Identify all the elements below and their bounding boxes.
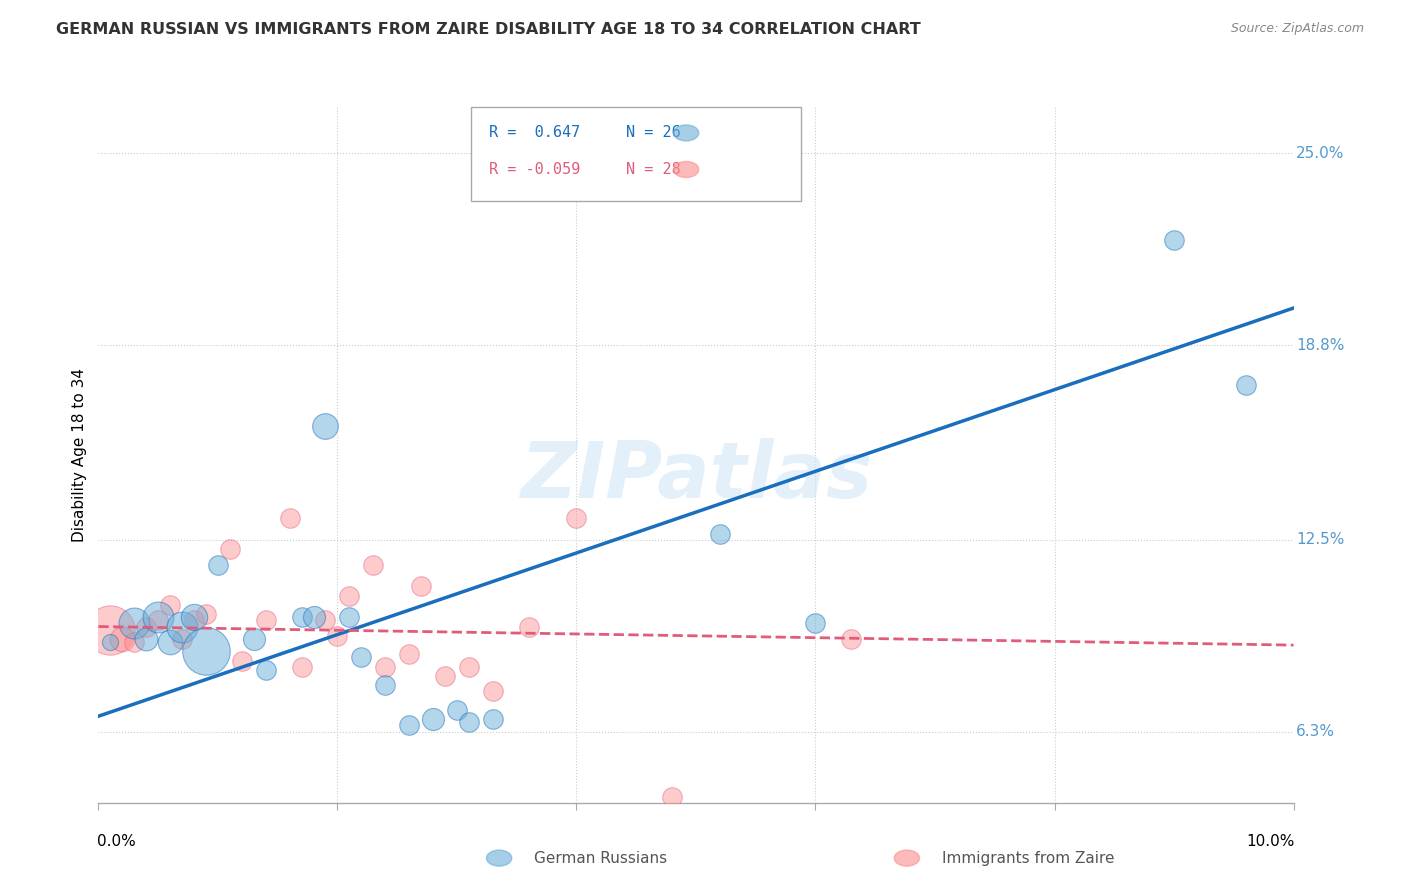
Point [326, 629, 349, 643]
Point [339, 589, 360, 603]
Text: Source: ZipAtlas.com: Source: ZipAtlas.com [1230, 22, 1364, 36]
Point [207, 558, 229, 572]
Point [422, 712, 444, 726]
Point [159, 635, 181, 649]
Point [243, 632, 266, 646]
Point [363, 558, 385, 572]
Point [374, 678, 396, 692]
Point [661, 789, 683, 804]
Text: GERMAN RUSSIAN VS IMMIGRANTS FROM ZAIRE DISABILITY AGE 18 TO 34 CORRELATION CHAR: GERMAN RUSSIAN VS IMMIGRANTS FROM ZAIRE … [56, 22, 921, 37]
Point [458, 659, 481, 673]
Point [124, 635, 146, 649]
Point [434, 669, 457, 683]
Point [194, 644, 218, 658]
Point [254, 613, 277, 627]
Point [98, 623, 122, 637]
Point [565, 511, 588, 525]
Text: German Russians: German Russians [534, 851, 668, 865]
Text: 6.3%: 6.3% [1296, 724, 1334, 739]
Point [446, 703, 468, 717]
Point [183, 613, 205, 627]
Point [517, 619, 540, 633]
Point [290, 659, 312, 673]
Text: 18.8%: 18.8% [1296, 338, 1344, 352]
Text: R = -0.059: R = -0.059 [489, 162, 581, 177]
Point [219, 542, 242, 557]
Point [172, 632, 194, 646]
Text: 10.0%: 10.0% [1246, 834, 1295, 849]
Point [135, 619, 157, 633]
Text: 0.0%: 0.0% [97, 834, 136, 849]
Point [98, 635, 122, 649]
Point [481, 684, 505, 698]
Point [350, 650, 373, 665]
Point [302, 610, 325, 624]
Point [148, 613, 170, 627]
Text: R =  0.647: R = 0.647 [489, 126, 581, 140]
Point [124, 616, 146, 631]
Point [458, 715, 481, 730]
Point [172, 619, 194, 633]
Text: 25.0%: 25.0% [1296, 146, 1344, 161]
Point [183, 610, 205, 624]
Point [481, 712, 505, 726]
Point [398, 648, 420, 662]
Text: N = 26: N = 26 [626, 126, 681, 140]
Point [709, 526, 731, 541]
Point [804, 616, 827, 631]
Point [315, 418, 337, 433]
Point [1163, 233, 1185, 247]
Point [339, 610, 360, 624]
Point [194, 607, 218, 622]
Point [374, 659, 396, 673]
Text: ZIPatlas: ZIPatlas [520, 438, 872, 514]
Text: N = 28: N = 28 [626, 162, 681, 177]
Point [159, 598, 181, 612]
Point [315, 613, 337, 627]
Point [290, 610, 312, 624]
Point [148, 610, 170, 624]
Point [111, 632, 134, 646]
Point [398, 718, 420, 732]
Y-axis label: Disability Age 18 to 34: Disability Age 18 to 34 [72, 368, 87, 542]
Text: 12.5%: 12.5% [1296, 533, 1344, 548]
Point [231, 654, 253, 668]
Point [254, 663, 277, 677]
Point [135, 632, 157, 646]
Point [278, 511, 301, 525]
Point [841, 632, 863, 646]
Point [411, 579, 433, 593]
Text: Immigrants from Zaire: Immigrants from Zaire [942, 851, 1115, 865]
Point [1234, 378, 1257, 392]
